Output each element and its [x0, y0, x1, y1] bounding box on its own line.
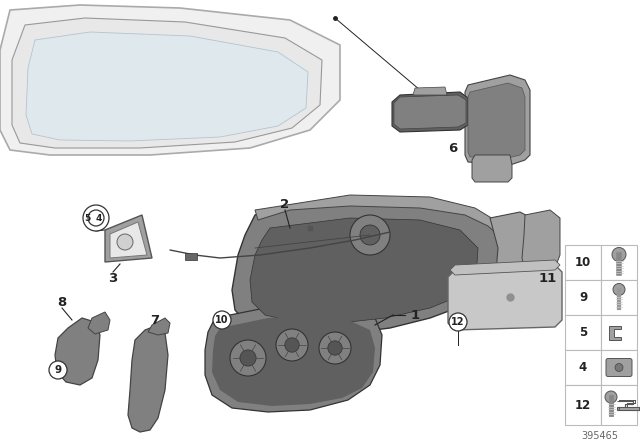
Circle shape — [49, 361, 67, 379]
Polygon shape — [488, 212, 538, 312]
Polygon shape — [522, 210, 560, 275]
Text: 10: 10 — [215, 315, 228, 325]
Polygon shape — [617, 401, 640, 410]
Circle shape — [117, 234, 133, 250]
Polygon shape — [450, 260, 560, 275]
Polygon shape — [88, 312, 110, 334]
Circle shape — [613, 284, 625, 296]
FancyBboxPatch shape — [606, 358, 632, 376]
Circle shape — [230, 340, 266, 376]
Circle shape — [360, 225, 380, 245]
Circle shape — [328, 341, 342, 355]
Text: 8: 8 — [58, 296, 67, 309]
Text: 1: 1 — [410, 309, 420, 322]
Circle shape — [350, 215, 390, 255]
Polygon shape — [110, 222, 147, 258]
Text: 4: 4 — [96, 214, 102, 223]
Text: 4: 4 — [579, 361, 587, 374]
Text: 6: 6 — [449, 142, 458, 155]
Polygon shape — [205, 305, 382, 412]
Bar — [601, 315, 637, 350]
Polygon shape — [26, 32, 308, 141]
Bar — [601, 280, 637, 315]
Polygon shape — [468, 83, 525, 158]
Polygon shape — [212, 316, 375, 406]
Text: 11: 11 — [539, 271, 557, 284]
Text: 5: 5 — [84, 214, 90, 223]
Text: 2: 2 — [280, 198, 289, 211]
Bar — [565, 280, 601, 315]
Bar — [601, 385, 637, 425]
Polygon shape — [105, 215, 152, 262]
Circle shape — [615, 363, 623, 371]
Circle shape — [83, 205, 109, 231]
Polygon shape — [0, 5, 340, 155]
Circle shape — [276, 329, 308, 361]
Bar — [185, 253, 197, 260]
Circle shape — [612, 247, 626, 262]
Circle shape — [213, 311, 231, 329]
Circle shape — [285, 338, 300, 352]
Bar — [601, 245, 637, 280]
Polygon shape — [609, 326, 621, 340]
Polygon shape — [394, 95, 466, 129]
Text: 3: 3 — [108, 271, 118, 284]
Text: 10: 10 — [575, 256, 591, 269]
Polygon shape — [619, 400, 639, 410]
Circle shape — [449, 313, 467, 331]
Polygon shape — [148, 318, 170, 335]
Polygon shape — [55, 318, 100, 385]
Text: 12: 12 — [575, 399, 591, 412]
Polygon shape — [255, 195, 498, 235]
Text: 9: 9 — [54, 365, 61, 375]
Polygon shape — [413, 87, 447, 95]
Circle shape — [88, 210, 104, 226]
Polygon shape — [448, 265, 562, 330]
Text: 7: 7 — [150, 314, 159, 327]
Polygon shape — [392, 92, 468, 132]
Text: 9: 9 — [579, 291, 587, 304]
Circle shape — [319, 332, 351, 364]
Polygon shape — [232, 200, 500, 335]
Bar — [565, 315, 601, 350]
Bar — [565, 350, 601, 385]
Polygon shape — [12, 18, 322, 148]
Polygon shape — [465, 75, 530, 165]
Bar — [601, 350, 637, 385]
Text: 395465: 395465 — [581, 431, 618, 441]
Bar — [565, 385, 601, 425]
Text: 12: 12 — [451, 317, 465, 327]
Polygon shape — [250, 218, 478, 323]
Circle shape — [240, 350, 256, 366]
Bar — [565, 245, 601, 280]
Polygon shape — [472, 155, 512, 182]
Text: 5: 5 — [579, 326, 587, 339]
Circle shape — [605, 391, 617, 403]
Polygon shape — [128, 325, 168, 432]
